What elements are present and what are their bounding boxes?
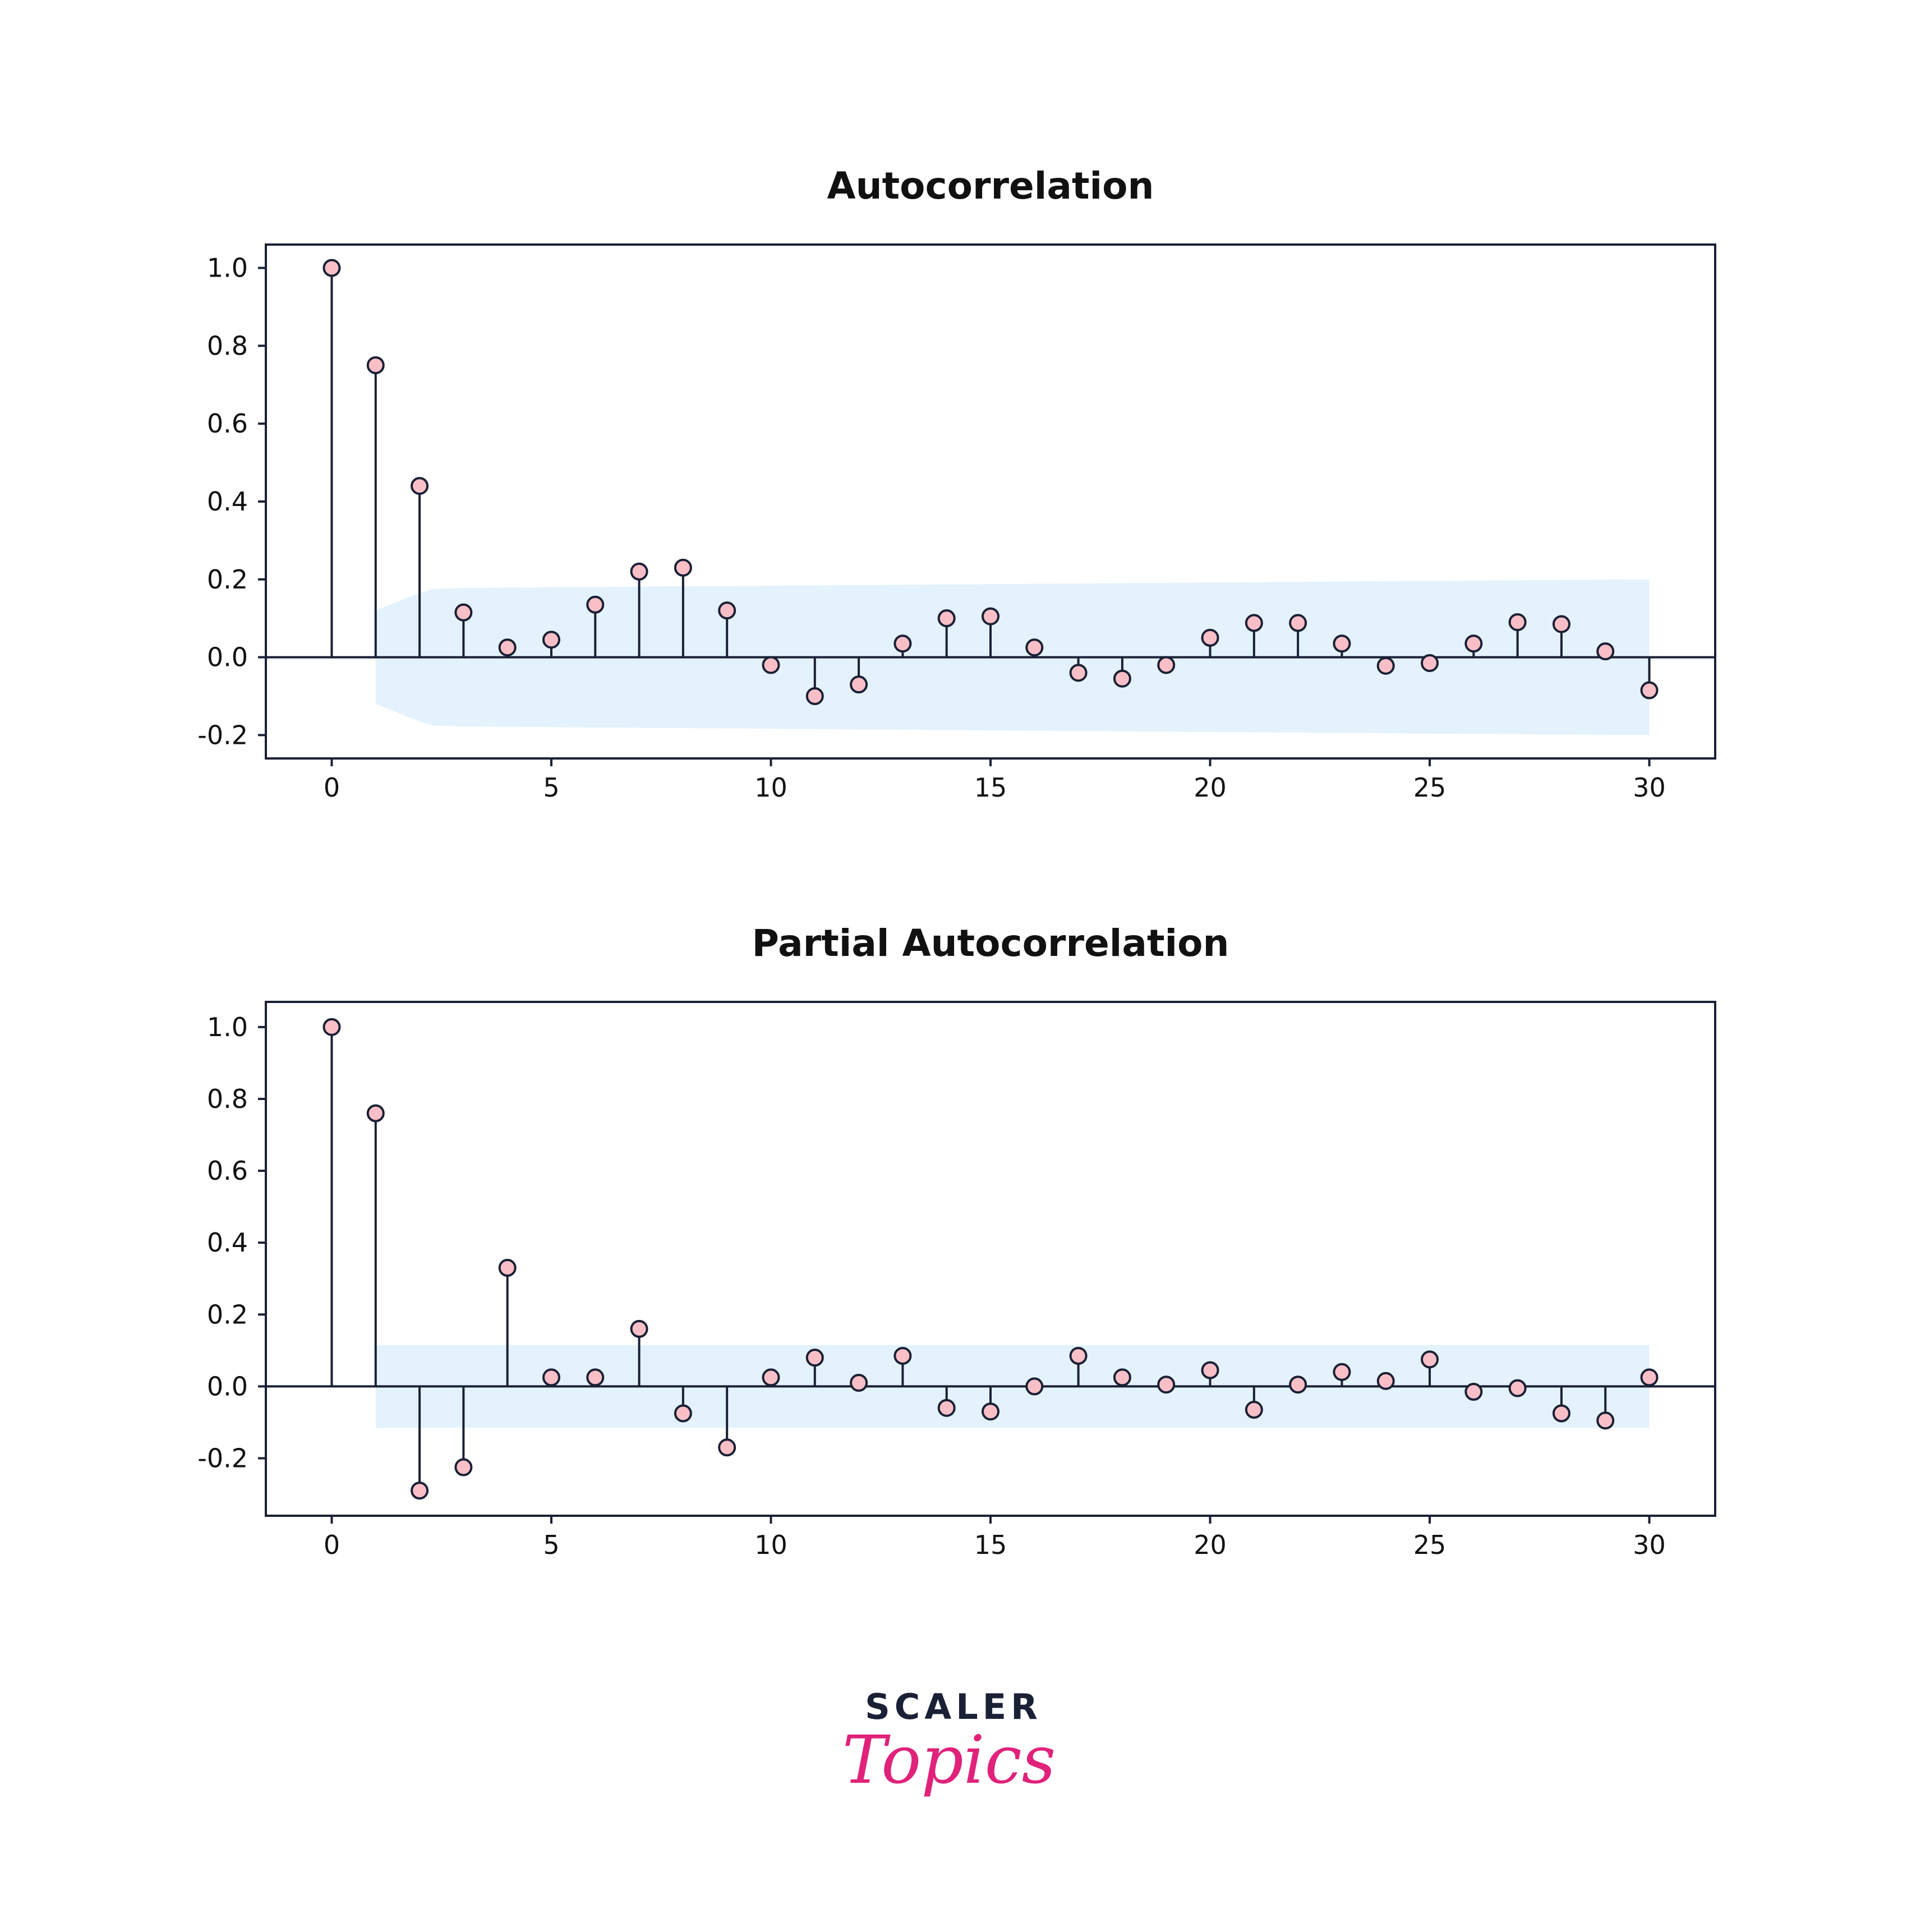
- acf-point-18: [1113, 669, 1131, 688]
- acf-ytick-label-1: 0.0: [207, 642, 248, 673]
- pacf-point-4: [498, 1259, 517, 1277]
- logo-topics-text: Topics: [842, 1721, 1056, 1798]
- pacf-point-19: [1157, 1376, 1176, 1394]
- acf-ytick-label-6: 1.0: [207, 253, 248, 283]
- acf-point-14: [937, 609, 956, 628]
- pacf-point-25: [1421, 1350, 1439, 1369]
- pacf-point-8: [674, 1404, 692, 1423]
- pacf-xtick-label-25: 25: [1413, 1530, 1447, 1560]
- pacf-point-0: [323, 1018, 341, 1036]
- acf-point-21: [1245, 614, 1263, 632]
- acf-point-15: [982, 607, 999, 625]
- pacf-point-22: [1289, 1376, 1307, 1394]
- pacf-point-10: [762, 1368, 780, 1387]
- acf-ytick-label-5: 0.8: [207, 330, 248, 361]
- acf-point-19: [1157, 656, 1176, 674]
- pacf-plot-frame: [265, 1001, 1716, 1517]
- acf-xtick-label-10: 10: [754, 772, 787, 803]
- pacf-point-27: [1508, 1379, 1527, 1397]
- pacf-point-17: [1069, 1346, 1088, 1365]
- pacf-xtick-label-10: 10: [754, 1530, 787, 1560]
- pacf-point-20: [1201, 1361, 1219, 1379]
- acf-point-23: [1333, 634, 1351, 653]
- acf-point-22: [1289, 614, 1307, 632]
- acf-xtick-label-25: 25: [1413, 772, 1447, 803]
- pacf-point-3: [454, 1458, 473, 1476]
- pacf-ytick-label-5: 0.8: [207, 1084, 248, 1114]
- acf-ytick-label-3: 0.4: [207, 486, 248, 517]
- pacf-point-12: [850, 1373, 868, 1392]
- acf-point-4: [498, 638, 517, 657]
- acf-xtick-label-0: 0: [324, 772, 340, 803]
- acf-point-30: [1640, 681, 1659, 700]
- pacf-ytick-label-6: 1.0: [207, 1012, 248, 1042]
- pacf-point-11: [805, 1349, 824, 1367]
- acf-title: Autocorrelation: [827, 164, 1154, 208]
- acf-xtick-label-5: 5: [543, 772, 559, 803]
- acf-point-16: [1025, 638, 1044, 657]
- acf-point-10: [762, 656, 780, 674]
- pacf-point-5: [542, 1368, 560, 1387]
- acf-point-24: [1376, 656, 1395, 675]
- pacf-point-6: [586, 1368, 605, 1387]
- acf-ytick-label-2: 0.2: [207, 564, 248, 595]
- acf-point-28: [1552, 615, 1570, 633]
- acf-point-2: [411, 477, 429, 495]
- pacf-point-16: [1025, 1377, 1044, 1396]
- acf-point-11: [805, 687, 824, 705]
- acf-point-17: [1069, 664, 1088, 682]
- pacf-point-1: [366, 1104, 385, 1123]
- pacf-ytick-label-2: 0.2: [207, 1299, 248, 1330]
- acf-point-26: [1464, 634, 1483, 653]
- pacf-point-28: [1552, 1404, 1570, 1423]
- pacf-xtick-label-20: 20: [1194, 1530, 1227, 1560]
- pacf-point-2: [411, 1482, 429, 1500]
- acf-ytick-label-0: -0.2: [197, 720, 248, 750]
- acf-ytick-label-4: 0.6: [207, 408, 248, 439]
- partial-autocorrelation-chart: Partial Autocorrelation 0 5 10 15 20 25 30 -0.2 0…: [197, 922, 1716, 1560]
- acf-point-7: [630, 562, 648, 581]
- acf-xtick-label-15: 15: [974, 772, 1007, 803]
- pacf-ytick-label-3: 0.4: [207, 1227, 248, 1258]
- acf-point-0: [323, 259, 341, 277]
- pacf-point-13: [893, 1346, 912, 1365]
- acf-point-6: [586, 595, 605, 614]
- acf-point-12: [850, 675, 868, 694]
- pacf-ytick-label-1: 0.0: [207, 1371, 248, 1401]
- pacf-xtick-label-30: 30: [1633, 1530, 1666, 1560]
- acf-point-13: [893, 634, 912, 653]
- acf-point-3: [454, 603, 473, 622]
- acf-xtick-label-30: 30: [1633, 772, 1666, 803]
- pacf-point-15: [982, 1402, 999, 1421]
- pacf-point-9: [718, 1438, 736, 1457]
- pacf-point-29: [1596, 1411, 1615, 1430]
- pacf-xtick-label-15: 15: [974, 1530, 1007, 1560]
- acf-point-27: [1508, 613, 1527, 632]
- pacf-point-26: [1464, 1383, 1483, 1401]
- acf-xtick-label-20: 20: [1194, 772, 1227, 803]
- acf-point-1: [366, 356, 385, 375]
- pacf-xtick-label-0: 0: [324, 1530, 340, 1560]
- acf-point-20: [1201, 628, 1219, 647]
- acf-point-29: [1596, 642, 1615, 661]
- pacf-point-18: [1113, 1368, 1131, 1387]
- autocorrelation-chart: Autocorrelation 0 5 10 15 20 25 30 -0.2 0.0 0.2 0.4…: [197, 164, 1716, 803]
- pacf-point-30: [1640, 1368, 1659, 1387]
- pacf-ytick-label-4: 0.6: [207, 1156, 248, 1186]
- pacf-point-23: [1333, 1363, 1351, 1381]
- pacf-xtick-label-5: 5: [543, 1530, 559, 1560]
- pacf-point-7: [630, 1319, 648, 1338]
- pacf-point-24: [1376, 1372, 1395, 1390]
- pacf-point-21: [1245, 1401, 1263, 1419]
- pacf-point-14: [937, 1399, 956, 1417]
- acf-point-25: [1421, 654, 1439, 672]
- acf-point-5: [542, 631, 560, 649]
- acf-point-8: [674, 558, 692, 577]
- pacf-title: Partial Autocorrelation: [752, 922, 1229, 965]
- logo-scaler-text: SCALER: [865, 1686, 1042, 1727]
- scaler-topics-logo: SCALER Topics: [842, 1686, 1056, 1798]
- pacf-ytick-label-0: -0.2: [197, 1443, 248, 1474]
- acf-point-9: [718, 601, 736, 620]
